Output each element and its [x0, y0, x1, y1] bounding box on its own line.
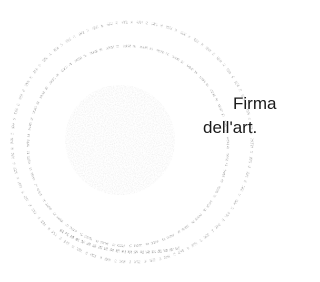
stamp-label-line2: dell'art.: [203, 118, 257, 137]
page: {"stamp_text": {"line1": "Firma", "line2…: [0, 0, 280, 282]
stamp-center: [65, 85, 175, 195]
document-fragment: Firma dell'art.: [0, 0, 280, 282]
stamp: [12, 22, 252, 262]
stamp-label-line1: Firma: [233, 94, 277, 113]
